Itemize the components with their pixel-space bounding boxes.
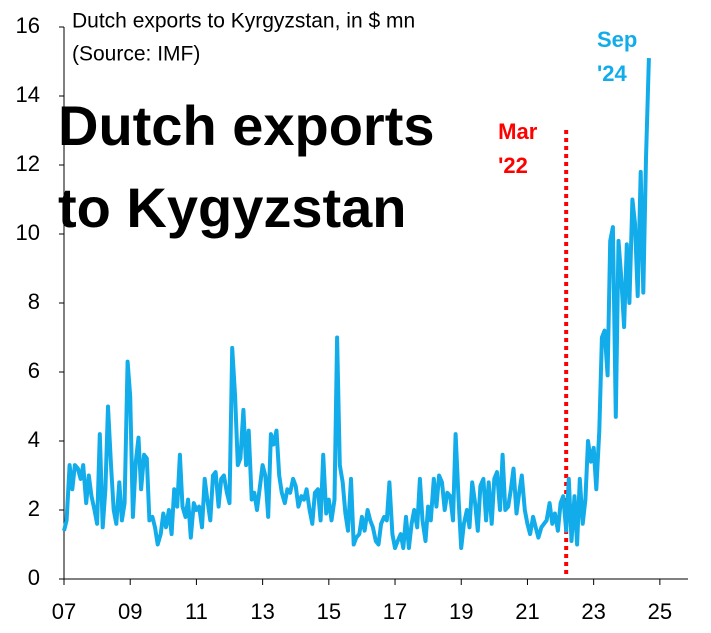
- x-tick-label: 23: [581, 599, 605, 624]
- chart-subtitle: (Source: IMF): [72, 43, 200, 66]
- y-tick-label: 10: [16, 220, 40, 245]
- reference-label: '22: [498, 153, 528, 178]
- overlay-title: to Kygyzstan: [58, 176, 407, 239]
- chart-title: Dutch exports to Kyrgyzstan, in $ mn: [72, 10, 415, 33]
- reference-label: Mar: [498, 119, 538, 144]
- y-tick-label: 6: [28, 358, 40, 383]
- x-tick-label: 13: [250, 599, 274, 624]
- y-tick-label: 14: [16, 82, 40, 107]
- y-tick-label: 0: [28, 565, 40, 590]
- x-tick-label: 15: [317, 599, 341, 624]
- y-tick-label: 12: [16, 151, 40, 176]
- end-label: '24: [597, 61, 627, 86]
- x-tick-label: 09: [118, 599, 142, 624]
- x-tick-label: 21: [515, 599, 539, 624]
- y-tick-label: 4: [28, 427, 40, 452]
- x-tick-label: 19: [449, 599, 473, 624]
- data-line: [62, 58, 651, 550]
- x-tick-label: 17: [383, 599, 407, 624]
- x-tick-label: 07: [52, 599, 76, 624]
- overlay-title: Dutch exports: [58, 94, 435, 157]
- end-label: Sep: [597, 27, 637, 52]
- y-tick-label: 8: [28, 289, 40, 314]
- x-tick-label: 11: [185, 599, 208, 624]
- y-tick-label: 16: [16, 13, 40, 38]
- x-tick-label: 25: [648, 599, 672, 624]
- y-tick-label: 2: [28, 496, 40, 521]
